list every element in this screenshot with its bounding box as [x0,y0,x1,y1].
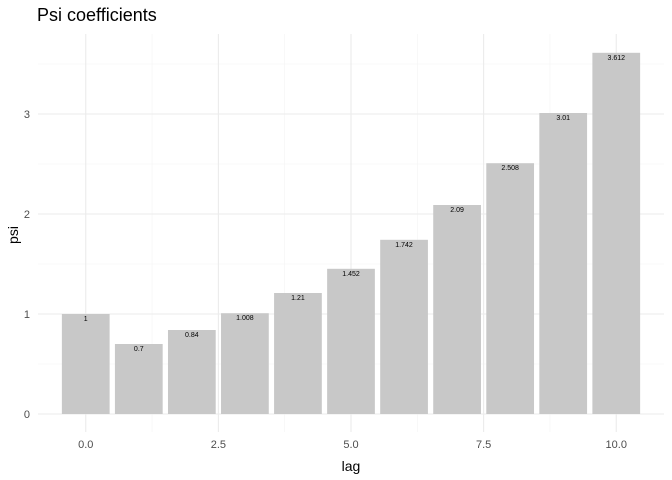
x-tick-label: 7.5 [476,439,491,451]
x-tick-label: 10.0 [606,439,627,451]
bar [114,344,163,414]
bar-value-label: 1.452 [342,271,360,278]
bar-value-label: 1.742 [395,242,413,249]
x-tick-label: 0.0 [78,439,93,451]
bar [592,52,641,415]
x-tick-label: 2.5 [211,439,226,451]
bars [61,52,641,415]
bar [274,293,322,414]
x-axis-ticks: 0.0 2.5 5.0 7.5 10.0 [78,439,627,451]
bar-value-label: 3.612 [607,55,625,62]
bar-value-label: 0.84 [185,332,199,339]
bar-value-label: 1 [84,316,88,323]
x-axis-title: lag [342,458,361,474]
chart-title: Psi coefficients [37,5,157,25]
y-tick-label: 0 [24,409,30,421]
x-tick-label: 5.0 [343,439,358,451]
y-tick-label: 3 [24,109,30,121]
bar-labels: 1 0.7 0.84 1.008 1.21 1.452 1.742 2.09 2.508 3.01… [84,55,625,353]
bar-value-label: 1.008 [236,315,254,322]
bar [61,314,110,414]
bar-value-label: 0.7 [134,346,144,353]
bar [539,113,588,414]
bar-value-label: 2.09 [450,207,464,214]
bar-value-label: 3.01 [556,115,570,122]
bar [380,239,428,414]
bar [486,163,535,414]
bar [167,330,216,414]
y-axis-title: psi [5,226,21,244]
bar [433,205,481,414]
bar [221,313,269,414]
y-tick-label: 1 [24,309,30,321]
bar-value-label: 1.21 [291,295,305,302]
bar-value-label: 2.508 [501,165,519,172]
bar [327,268,375,414]
y-axis-ticks: 0 1 2 3 [24,109,30,421]
y-tick-label: 2 [24,209,30,221]
